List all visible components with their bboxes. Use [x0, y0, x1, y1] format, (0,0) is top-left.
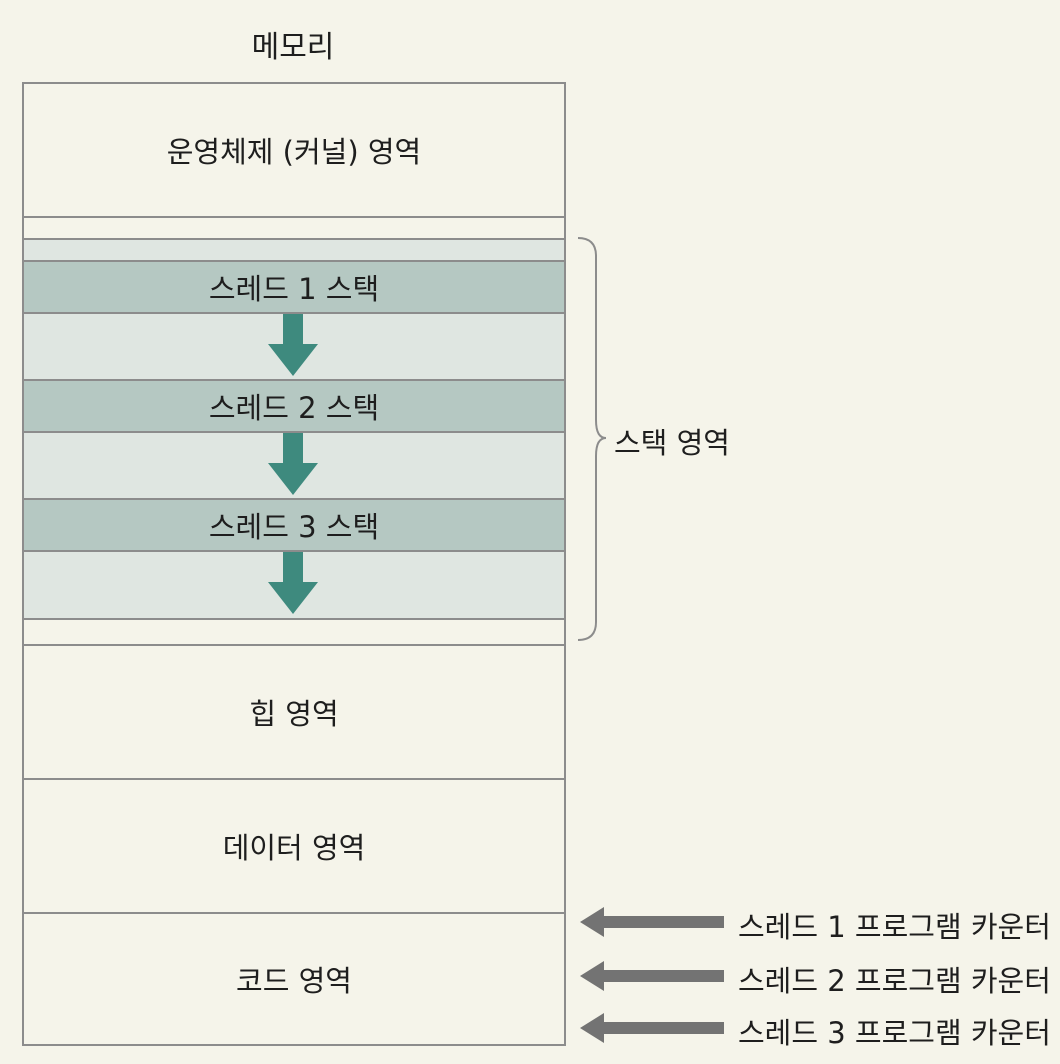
kernel-gap — [24, 216, 564, 238]
down-arrow-3-icon — [268, 552, 318, 614]
pc-arrow-1-icon — [580, 907, 724, 937]
stack-brace-icon — [577, 237, 607, 641]
kernel-region-label: 운영체제 (커널) 영역 — [166, 135, 422, 169]
stack-region-label: 스택 영역 — [614, 426, 730, 460]
kernel-region: 운영체제 (커널) 영역 — [24, 84, 564, 216]
memory-title: 메모리 — [251, 30, 335, 65]
code-region-label: 코드 영역 — [236, 964, 352, 998]
heap-region-label: 힙 영역 — [249, 697, 339, 731]
thread-1-stack: 스레드 1 스택 — [24, 260, 564, 314]
down-arrow-1-icon — [268, 314, 318, 376]
thread-3-stack-label: 스레드 3 스택 — [208, 510, 380, 544]
heap-region: 힙 영역 — [24, 644, 564, 778]
thread-3-stack: 스레드 3 스택 — [24, 498, 564, 552]
down-arrow-2-icon — [268, 433, 318, 495]
thread-1-stack-label: 스레드 1 스택 — [208, 272, 380, 306]
stack-gap — [24, 618, 564, 644]
pc-1-label: 스레드 1 프로그램 카운터 — [738, 910, 1051, 944]
data-region-label: 데이터 영역 — [222, 831, 366, 865]
pc-3-label: 스레드 3 프로그램 카운터 — [738, 1016, 1051, 1050]
code-region: 코드 영역 — [24, 912, 564, 1044]
pc-2-label: 스레드 2 프로그램 카운터 — [738, 964, 1051, 998]
thread-2-stack-label: 스레드 2 스택 — [208, 391, 380, 425]
pc-arrow-2-icon — [580, 961, 724, 991]
memory-block: 운영체제 (커널) 영역 스레드 1 스택 스레드 2 스택 스레드 3 스택 … — [22, 82, 566, 1046]
data-region: 데이터 영역 — [24, 778, 564, 912]
pc-arrow-3-icon — [580, 1013, 724, 1043]
thread-2-stack: 스레드 2 스택 — [24, 379, 564, 433]
